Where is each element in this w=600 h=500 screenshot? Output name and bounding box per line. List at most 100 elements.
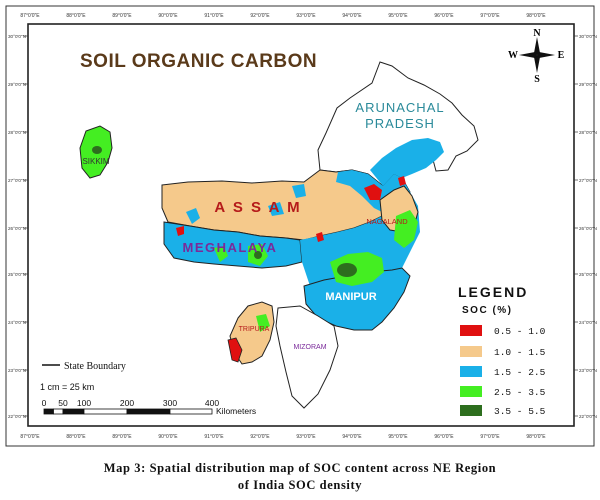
legend-item: 3.5 - 5.5	[460, 405, 546, 417]
lon-label-top: 87°0'0"E	[20, 13, 40, 19]
legend-item: 1.5 - 2.5	[460, 366, 546, 378]
lat-label-left: 26°0'0"N	[8, 226, 26, 231]
lon-label-top: 88°0'0"E	[66, 13, 86, 19]
compass-needle-n	[534, 37, 540, 55]
lon-label-bottom: 98°0'0"E	[526, 434, 546, 440]
label-sikkim: SIKKIM	[82, 157, 109, 166]
label-assam: A S S A M	[214, 199, 301, 216]
lat-label-left: 29°0'0"N	[8, 82, 26, 87]
scale-tick: 200	[120, 398, 134, 408]
lon-labels-bottom: 87°0'0"E 88°0'0"E 89°0'0"E 90°0'0"E 91°0…	[20, 434, 546, 440]
lat-label-left: 28°0'0"N	[8, 130, 26, 135]
legend-swatch	[460, 325, 482, 336]
lat-label-left: 27°0'0"N	[8, 178, 26, 183]
nagaland-green-patch	[394, 210, 418, 248]
label-mizoram: MIZORAM	[293, 344, 326, 351]
scale-tick: 100	[77, 398, 91, 408]
lon-label-top: 89°0'0"E	[112, 13, 132, 19]
lat-label-right: 27°0'0"N	[579, 178, 597, 183]
scale-tick: 400	[205, 398, 219, 408]
legend: LEGEND SOC (%) 0.5 - 1.0 1.0 - 1.5 1.5 -…	[458, 284, 546, 417]
legend-swatch	[460, 366, 482, 377]
scale-tick: 50	[58, 398, 68, 408]
lat-label-right: 24°0'0"N	[579, 320, 597, 325]
lon-label-top: 93°0'0"E	[296, 13, 316, 19]
manipur-dense-patch	[337, 263, 357, 277]
legend-label: 2.5 - 3.5	[494, 387, 546, 398]
lat-label-right: 25°0'0"N	[579, 272, 597, 277]
lon-label-bottom: 92°0'0"E	[250, 434, 270, 440]
lat-label-left: 24°0'0"N	[8, 320, 26, 325]
lat-label-right: 22°0'0"N	[579, 414, 597, 419]
legend-item: 0.5 - 1.0	[460, 325, 546, 337]
lon-label-bottom: 90°0'0"E	[158, 434, 178, 440]
assam-blue-patch-3	[268, 202, 284, 216]
scale-tick: 0	[42, 398, 47, 408]
label-meghalaya: MEGHALAYA	[183, 240, 278, 255]
lon-labels-top: 87°0'0"E 88°0'0"E 89°0'0"E 90°0'0"E 91°0…	[20, 13, 546, 19]
compass-rose: N S W E	[508, 28, 565, 85]
red-patch-upper-assam	[398, 176, 406, 186]
lat-label-right: 28°0'0"N	[579, 130, 597, 135]
legend-swatch	[460, 386, 482, 397]
scale-segment	[43, 408, 54, 415]
scale-unit: Kilometers	[216, 406, 256, 416]
lat-label-left: 22°0'0"N	[8, 414, 26, 419]
scale-segment	[169, 408, 213, 415]
compass-north: N	[533, 28, 541, 39]
label-arunachal-line1: ARUNACHAL	[355, 100, 444, 115]
label-tripura: TRIPURA	[239, 326, 270, 333]
tripura-red-patch	[227, 337, 243, 363]
lat-label-right: 30°0'0"N	[579, 34, 597, 39]
label-nagaland: NAGALAND	[366, 217, 408, 226]
legend-label: 3.5 - 5.5	[494, 406, 546, 417]
label-arunachal-line2: PRADESH	[365, 116, 435, 131]
legend-title: LEGEND	[458, 284, 528, 300]
lat-label-right: 29°0'0"N	[579, 82, 597, 87]
lat-labels-left: 30°0'0"N 29°0'0"N 28°0'0"N 27°0'0"N 26°0…	[8, 34, 26, 419]
label-manipur: MANIPUR	[325, 291, 376, 303]
lon-label-top: 96°0'0"E	[434, 13, 454, 19]
scale-segment	[83, 408, 128, 415]
scale-segment	[62, 408, 85, 415]
compass-needle-e	[537, 52, 555, 58]
lon-label-bottom: 96°0'0"E	[434, 434, 454, 440]
lon-label-bottom: 89°0'0"E	[112, 434, 132, 440]
compass-needle-s	[534, 55, 540, 73]
mizoram-region	[275, 305, 339, 409]
scale-tick: 300	[163, 398, 177, 408]
lon-label-top: 92°0'0"E	[250, 13, 270, 19]
lat-labels-right: 30°0'0"N 29°0'0"N 28°0'0"N 27°0'0"N 26°0…	[579, 34, 597, 419]
lon-label-bottom: 97°0'0"E	[480, 434, 500, 440]
legend-subtitle: SOC (%)	[462, 305, 513, 316]
graticule-ticks	[24, 35, 578, 417]
lon-label-top: 91°0'0"E	[204, 13, 224, 19]
assam-blue-patch-1	[186, 208, 200, 224]
state-boundary-key-label: State Boundary	[64, 361, 126, 372]
lon-label-top: 90°0'0"E	[158, 13, 178, 19]
lon-label-bottom: 94°0'0"E	[342, 434, 362, 440]
lon-label-bottom: 87°0'0"E	[20, 434, 40, 440]
lon-label-top: 95°0'0"E	[388, 13, 408, 19]
map-title: SOIL ORGANIC CARBON	[80, 51, 317, 72]
compass-needle-w	[519, 52, 537, 58]
legend-item: 2.5 - 3.5	[460, 386, 546, 398]
lon-label-bottom: 88°0'0"E	[66, 434, 86, 440]
assam-blue-patch-2	[292, 184, 306, 198]
legend-label: 1.5 - 2.5	[494, 367, 546, 378]
lon-label-top: 97°0'0"E	[480, 13, 500, 19]
lon-label-bottom: 93°0'0"E	[296, 434, 316, 440]
lon-label-top: 94°0'0"E	[342, 13, 362, 19]
tripura-green-patch	[256, 314, 270, 332]
manipur-green-patch	[330, 252, 384, 286]
sikkim-dense-patch	[92, 146, 102, 154]
lon-label-bottom: 91°0'0"E	[204, 434, 224, 440]
lat-label-right: 26°0'0"N	[579, 226, 597, 231]
caption-line-1: Map 3: Spatial distribution map of SOC c…	[103, 461, 497, 475]
lat-label-right: 23°0'0"N	[579, 368, 597, 373]
map-svg: 87°0'0"E 88°0'0"E 89°0'0"E 90°0'0"E 91°0…	[5, 5, 597, 447]
lat-label-left: 23°0'0"N	[8, 368, 26, 373]
map-frame: 87°0'0"E 88°0'0"E 89°0'0"E 90°0'0"E 91°0…	[5, 5, 597, 447]
lon-label-bottom: 95°0'0"E	[388, 434, 408, 440]
red-patch-central-assam	[316, 232, 324, 242]
